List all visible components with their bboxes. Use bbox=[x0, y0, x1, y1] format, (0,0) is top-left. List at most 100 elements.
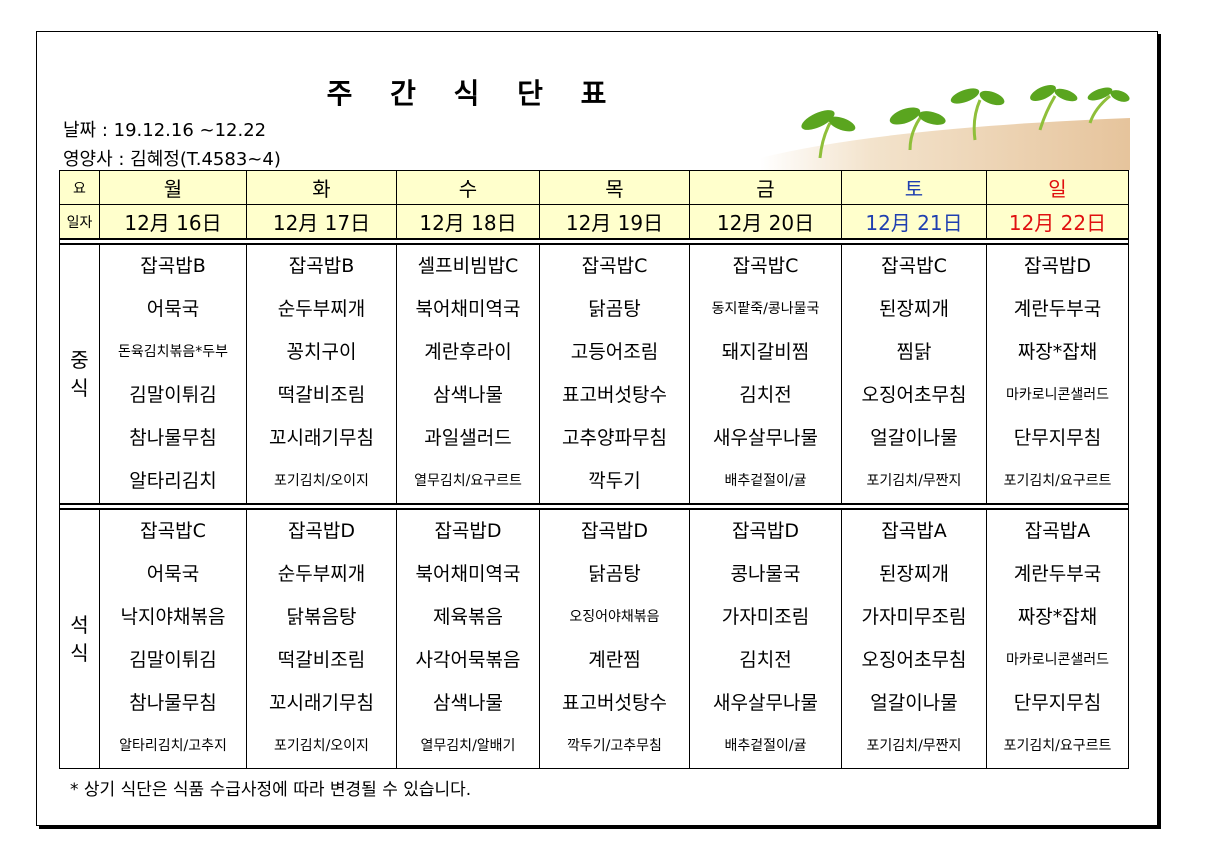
menu-item: 배추겉절이/귤 bbox=[724, 738, 807, 754]
menu-item: 낙지야채볶음 bbox=[120, 606, 226, 628]
day-sun: 일 bbox=[986, 170, 1129, 205]
menu-item: 새우살무나물 bbox=[713, 692, 818, 714]
dinner-label-2: 식 bbox=[70, 641, 89, 665]
menu-item: 깍두기 bbox=[588, 470, 641, 492]
menu-item: 제육볶음 bbox=[433, 606, 503, 628]
menu-item: 된장찌개 bbox=[879, 563, 949, 585]
menu-item: 포기김치/오이지 bbox=[274, 738, 369, 754]
menu-item: 단무지무침 bbox=[1013, 427, 1102, 449]
menu-item: 알타리김치 bbox=[129, 470, 217, 492]
lunch-mon: 잡곡밥B 어묵국 돈육김치볶음*두부 김말이튀김 참나물무침 알타리김치 bbox=[99, 243, 247, 505]
menu-item: 꽁치구이 bbox=[286, 341, 357, 363]
menu-item: 계란후라이 bbox=[424, 341, 512, 363]
menu-item: 김말이튀김 bbox=[129, 384, 217, 406]
menu-item: 동지팥죽/콩나물국 bbox=[711, 301, 820, 317]
date-thu: 12月 19日 bbox=[539, 204, 690, 240]
menu-item: 삼색나물 bbox=[433, 384, 503, 406]
day-mon: 월 bbox=[99, 170, 247, 205]
lunch-thu: 잡곡밥C 닭곰탕 고등어조림 표고버섯탕수 고추양파무침 깍두기 bbox=[539, 243, 690, 505]
menu-item: 포기김치/무짠지 bbox=[866, 473, 962, 489]
dinner-wed: 잡곡밥D 북어채미역국 제육볶음 사각어묵볶음 삼색나물 열무김치/알배기 bbox=[396, 508, 540, 769]
menu-item: 참나물무침 bbox=[129, 427, 217, 449]
header-separator bbox=[59, 238, 1129, 245]
menu-item: 가자미무조림 bbox=[861, 606, 967, 628]
menu-item: 삼색나물 bbox=[433, 692, 503, 714]
menu-item: 잡곡밥C bbox=[881, 255, 947, 277]
menu-item: 배추겉절이/귤 bbox=[724, 473, 807, 489]
date-tue: 12月 17日 bbox=[246, 204, 397, 240]
dinner-fri: 잡곡밥D 콩나물국 가자미조림 김치전 새우살무나물 배추겉절이/귤 bbox=[689, 508, 842, 769]
menu-item: 닭곰탕 bbox=[588, 563, 641, 585]
menu-item: 고등어조림 bbox=[570, 341, 659, 363]
menu-item: 오징어초무침 bbox=[861, 649, 967, 671]
menu-item: 표고버섯탕수 bbox=[562, 692, 667, 714]
menu-item: 잡곡밥B bbox=[288, 255, 355, 277]
menu-item: 돼지갈비찜 bbox=[721, 341, 810, 363]
dinner-row: 석 식 잡곡밥C 어묵국 낙지야채볶음 김말이튀김 참나물무침 알타리김치/고추지 잡곡밥… bbox=[59, 508, 1129, 769]
menu-item: 알타리김치/고추지 bbox=[119, 738, 227, 754]
menu-item: 마카로니콘샐러드 bbox=[1005, 652, 1110, 668]
date-sat: 12月 21日 bbox=[841, 204, 987, 240]
menu-item: 꼬시래기무침 bbox=[269, 692, 374, 714]
menu-item: 오징어야채볶음 bbox=[569, 609, 660, 625]
menu-item: 고추양파무침 bbox=[562, 427, 667, 449]
sprout-illustration bbox=[760, 84, 1130, 170]
menu-item: 순두부찌개 bbox=[277, 298, 366, 320]
menu-item: 잡곡밥C bbox=[581, 255, 648, 277]
lunch-sat: 잡곡밥C 된장찌개 찜닭 오징어초무침 얼갈이나물 포기김치/무짠지 bbox=[841, 243, 987, 505]
menu-item: 얼갈이나물 bbox=[870, 427, 958, 449]
menu-item: 잡곡밥D bbox=[731, 520, 800, 542]
menu-item: 닭곰탕 bbox=[588, 298, 641, 320]
meal-separator bbox=[59, 503, 1129, 510]
dinner-thu: 잡곡밥D 닭곰탕 오징어야채볶음 계란찜 표고버섯탕수 깍두기/고추무침 bbox=[539, 508, 690, 769]
menu-item: 잡곡밥A bbox=[1024, 520, 1091, 542]
menu-item: 북어채미역국 bbox=[415, 298, 521, 320]
menu-item: 어묵국 bbox=[146, 563, 200, 585]
menu-item: 셀프비빔밥C bbox=[417, 255, 519, 277]
menu-item: 김말이튀김 bbox=[129, 649, 217, 671]
dinner-sat: 잡곡밥A 된장찌개 가자미무조림 오징어초무침 얼갈이나물 포기김치/무짠지 bbox=[841, 508, 987, 769]
menu-item: 떡갈비조림 bbox=[277, 649, 366, 671]
menu-item: 짜장*잡채 bbox=[1017, 341, 1098, 363]
menu-item: 잡곡밥D bbox=[1023, 255, 1092, 277]
menu-item: 계란찜 bbox=[588, 649, 641, 671]
dinner-label: 석 식 bbox=[59, 508, 100, 769]
menu-item: 포기김치/요구르트 bbox=[1003, 738, 1112, 754]
day-label: 요 bbox=[59, 170, 100, 205]
menu-item: 단무지무침 bbox=[1013, 692, 1102, 714]
menu-item: 잡곡밥C bbox=[140, 520, 206, 542]
menu-item: 순두부찌개 bbox=[277, 563, 366, 585]
menu-item: 돈육김치볶음*두부 bbox=[117, 344, 229, 360]
dietitian-info: 영양사 : 김혜정(T.4583~4) bbox=[63, 149, 281, 170]
menu-item: 김치전 bbox=[739, 649, 792, 671]
dinner-label-1: 석 bbox=[70, 613, 89, 637]
menu-item: 짜장*잡채 bbox=[1017, 606, 1098, 628]
lunch-sun: 잡곡밥D 계란두부국 짜장*잡채 마카로니콘샐러드 단무지무침 포기김치/요구르트 bbox=[986, 243, 1129, 505]
menu-item: 잡곡밥B bbox=[140, 255, 206, 277]
menu-item: 깍두기/고추무침 bbox=[567, 738, 662, 754]
menu-item: 사각어묵볶음 bbox=[415, 649, 521, 671]
menu-item: 김치전 bbox=[739, 384, 792, 406]
weekly-menu-table: 요 월 화 수 목 금 토 일 일자 12月 16日 12月 17日 12月 1… bbox=[59, 170, 1129, 769]
dinner-mon: 잡곡밥C 어묵국 낙지야채볶음 김말이튀김 참나물무침 알타리김치/고추지 bbox=[99, 508, 247, 769]
menu-item: 새우살무나물 bbox=[713, 427, 818, 449]
lunch-label-1: 중 bbox=[70, 348, 89, 372]
lunch-label-2: 식 bbox=[70, 376, 89, 400]
date-header-row: 일자 12月 16日 12月 17日 12月 18日 12月 19日 12月 2… bbox=[59, 204, 1129, 240]
menu-item: 잡곡밥A bbox=[881, 520, 947, 542]
menu-item: 계란두부국 bbox=[1013, 563, 1102, 585]
menu-item: 닭볶음탕 bbox=[286, 606, 357, 628]
menu-item: 떡갈비조림 bbox=[277, 384, 366, 406]
menu-item: 잡곡밥C bbox=[732, 255, 799, 277]
menu-item: 북어채미역국 bbox=[415, 563, 521, 585]
date-mon: 12月 16日 bbox=[99, 204, 247, 240]
menu-item: 꼬시래기무침 bbox=[269, 427, 374, 449]
date-fri: 12月 20日 bbox=[689, 204, 842, 240]
date-wed: 12月 18日 bbox=[396, 204, 540, 240]
menu-item: 잡곡밥D bbox=[287, 520, 356, 542]
day-sat: 토 bbox=[841, 170, 987, 205]
menu-item: 포기김치/요구르트 bbox=[1003, 473, 1112, 489]
